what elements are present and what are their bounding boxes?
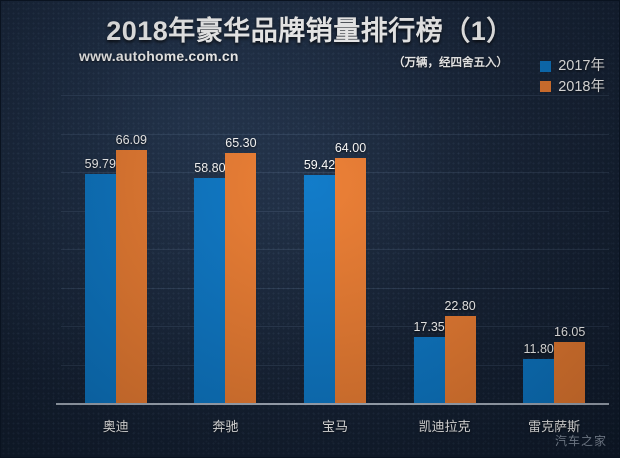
bar-group: 59.42 64.00 宝马 <box>304 96 366 434</box>
legend-item-label: 2017年 <box>558 58 605 74</box>
bar-group: 11.80 16.05 雷克萨斯 <box>523 96 585 434</box>
legend-color-swatch <box>540 81 552 93</box>
bar-value-label: 64.00 <box>334 140 367 155</box>
legend-color-swatch <box>540 60 552 72</box>
unit-note-label: （万辆，经四舍五入） <box>393 57 508 69</box>
x-axis-category-label: 雷克萨斯 <box>528 419 581 434</box>
bar-value-label: 59.79 <box>84 156 116 171</box>
x-axis-category-label: 凯迪拉克 <box>418 419 471 434</box>
x-axis-category-label: 宝马 <box>321 419 349 434</box>
bar-value-label: 16.05 <box>554 325 586 340</box>
x-axis-category-label: 奥迪 <box>102 419 129 434</box>
x-axis-category-label: 奔驰 <box>212 419 239 434</box>
bar-value-label: 59.42 <box>303 158 336 173</box>
x-axis-line <box>56 403 609 405</box>
bar[interactable]: 66.09 <box>116 133 147 404</box>
bar[interactable]: 65.30 <box>225 136 257 404</box>
bar[interactable]: 59.79 <box>85 157 116 404</box>
bar-value-label: 11.80 <box>523 341 554 356</box>
bar[interactable]: 16.05 <box>554 325 585 404</box>
bar-group: 59.79 66.09 奥迪 <box>85 96 147 434</box>
chart-title: 2018年豪华品牌销量排行榜（1） <box>106 16 514 46</box>
legend-item-label: 2018年 <box>558 78 605 95</box>
gridline <box>61 95 609 96</box>
bar[interactable]: 22.80 <box>444 299 476 404</box>
bar-value-label: 65.30 <box>225 135 257 150</box>
bar[interactable]: 58.80 <box>194 161 226 404</box>
bar-value-label: 66.09 <box>115 132 147 147</box>
plot-area: 01020304050607080 59.7966.09奥迪58.8065.30… <box>56 95 609 434</box>
gridline <box>61 133 609 135</box>
bar-group: 17.35 22.80 凯迪拉克 <box>413 96 476 434</box>
chart-legend: 2017年 2018年 <box>540 59 605 94</box>
bar[interactable]: 59.42 <box>304 158 335 404</box>
watermark: 汽车之家 <box>554 434 607 448</box>
bar-value-label: 58.80 <box>194 160 226 175</box>
bar-value-label: 22.80 <box>444 299 476 314</box>
bar-value-label: 17.35 <box>413 320 445 335</box>
source-url-label: www.autohome.com.cn <box>79 48 239 64</box>
bar[interactable]: 11.80 <box>523 342 555 404</box>
bar[interactable]: 17.35 <box>413 320 445 404</box>
legend-item[interactable]: 2017年 <box>540 59 605 74</box>
legend-item[interactable]: 2018年 <box>540 78 605 95</box>
bar-group: 58.80 65.30 奔驰 <box>194 96 257 434</box>
bar[interactable]: 64.00 <box>335 141 366 404</box>
